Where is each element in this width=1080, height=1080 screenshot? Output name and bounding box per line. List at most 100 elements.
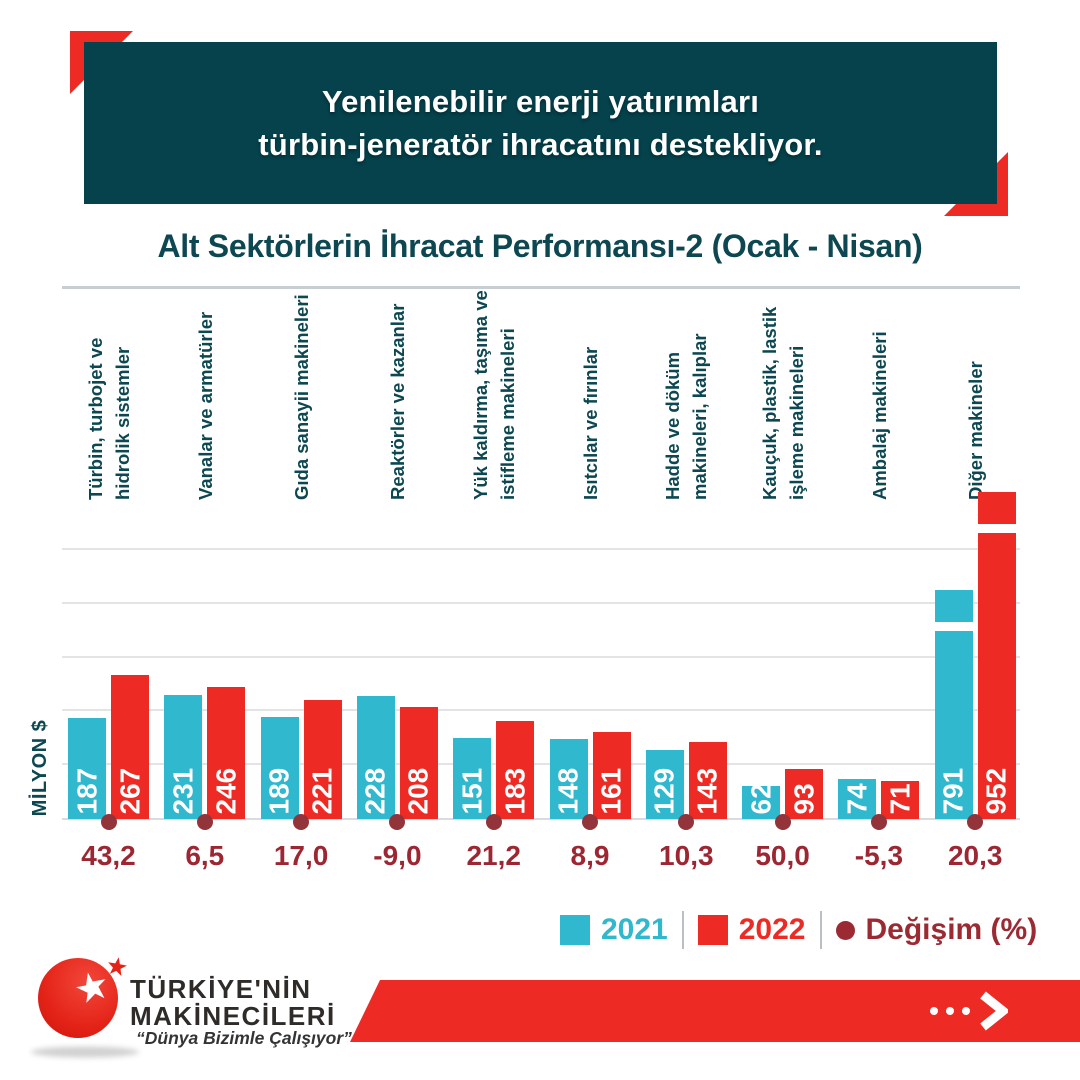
change-dot-icon (967, 814, 984, 830)
category-label: Kauçuk, plastik, lastik işleme makineler… (758, 306, 807, 500)
bar-2022 (688, 742, 727, 819)
logo-red-globe (38, 958, 118, 1038)
bar-2021 (934, 631, 973, 819)
chart-title: Alt Sektörlerin İhracat Performansı-2 (O… (157, 228, 923, 264)
gridline (62, 548, 1020, 550)
bar-value-2022: 161 (595, 767, 627, 815)
category-label: Hadde ve döküm makineleri, kalıplar (662, 333, 711, 500)
bar-value-2022: 208 (402, 767, 434, 815)
brand-logo (31, 957, 139, 1058)
chart-top-rule (62, 286, 1020, 289)
change-value: 17,0 (273, 840, 329, 871)
change-dot-icon (485, 814, 502, 830)
brand-name-line1: TÜRKİYE'NİN (130, 974, 312, 1004)
bar-value-2022: 93 (788, 783, 820, 815)
bar-2022-break-cap (977, 492, 1016, 524)
arrow-dot (962, 1007, 970, 1015)
legend-label: 2021 (601, 913, 668, 946)
legend-divider (681, 911, 684, 949)
bar-2021 (742, 785, 781, 819)
category-label: Diğer makineler (964, 361, 986, 500)
bar-value-2021: 189 (263, 767, 295, 815)
axis-baseline (62, 817, 1020, 820)
bar-value-2021: 151 (456, 767, 488, 815)
bar-value-2022: 143 (691, 767, 723, 815)
bar-value-2021: 62 (745, 783, 777, 815)
bar-value-2022: 267 (114, 767, 145, 815)
gridline (62, 709, 1020, 712)
change-value: -9,0 (373, 840, 422, 871)
change-dot-icon (774, 814, 791, 830)
bar-2022 (303, 700, 342, 819)
bar-value-2022: 952 (980, 767, 1012, 815)
category-label: Reaktörler ve kazanlar (386, 303, 408, 500)
y-axis-label: MİLYON $ (29, 719, 51, 817)
bar-2022 (496, 720, 535, 819)
brand-name-line2: MAKİNECİLERİ (130, 1001, 336, 1031)
change-dot-icon (100, 814, 117, 830)
bar-2021 (453, 737, 492, 819)
bar-value-2021: 231 (167, 767, 199, 815)
category-label: Vanalar ve armatürler (194, 311, 216, 500)
legend-square-icon (697, 915, 728, 945)
chart-legend: 2021 2022 Değişim (%) (560, 910, 1037, 950)
logo-small-red-star-icon (108, 957, 127, 976)
arrow-dot (946, 1007, 954, 1015)
category-label: Isıtcılar ve fırınlar (579, 346, 601, 500)
bar-2021 (356, 696, 395, 819)
bar-2021 (68, 718, 106, 819)
bar-value-2021: 74 (841, 783, 873, 815)
gridline (62, 601, 1020, 604)
change-value: 6,5 (185, 840, 225, 871)
bar-2021 (838, 779, 877, 819)
bar-2022 (111, 675, 149, 819)
bar-value-2021: 148 (552, 767, 584, 815)
change-value: 50,0 (755, 840, 810, 871)
bar-2021 (164, 694, 203, 819)
logo-shadow (31, 1046, 139, 1058)
gridline (62, 763, 1020, 766)
legend-item-2022: 2022 (697, 913, 806, 947)
brand-tagline: “Dünya Bizimle Çalışıyor” (136, 1028, 352, 1048)
chevron-right-icon (980, 991, 1008, 1031)
change-value: -5,3 (854, 840, 904, 871)
legend-label: Değişim (%) (865, 913, 1038, 946)
header-banner: Yenilenebilir enerji yatırımları türbin-… (84, 42, 997, 204)
legend-square-icon (560, 915, 590, 945)
footer-red-banner (350, 980, 1080, 1042)
bar-2022 (881, 780, 920, 819)
legend-divider (819, 911, 822, 949)
bar-value-2022: 221 (306, 767, 338, 815)
bar-2021-break-cap (934, 590, 973, 622)
change-value: 21,2 (466, 840, 521, 871)
bar-2022 (399, 707, 438, 819)
change-dot-icon (389, 814, 406, 830)
arrow-dot (930, 1007, 938, 1015)
bar-value-2022: 246 (210, 767, 242, 815)
change-dot-icon (293, 814, 310, 830)
bar-2021 (645, 749, 684, 819)
category-label: Ambalaj makineleri (868, 331, 890, 500)
category-label: Yük kaldırma, taşıma ve istifleme makine… (469, 290, 518, 500)
bar-value-2022: 183 (499, 767, 531, 815)
bar-2022 (785, 768, 824, 819)
bar-value-2021: 228 (359, 767, 391, 815)
change-value: 20,3 (947, 840, 1003, 871)
bar-value-2022: 71 (884, 783, 916, 815)
category-label: Türbin, turbojet ve hidrolik sistemler (84, 337, 133, 500)
logo-white-star-icon (76, 972, 106, 1003)
bar-2021 (260, 717, 299, 819)
change-dot-icon (870, 814, 887, 830)
bar-value-2021: 187 (71, 767, 102, 815)
legend-dot-icon (835, 920, 855, 940)
category-label: Gıda sanayii makineleri (290, 294, 312, 500)
legend-item-de-i-im-: Değişim (%) (835, 913, 1038, 947)
change-dot-icon (196, 814, 213, 830)
bar-2021 (549, 739, 588, 819)
bar-2022 (977, 533, 1016, 819)
header-line1: Yenilenebilir enerji yatırımları (321, 84, 760, 119)
bar-value-2021: 791 (937, 767, 969, 815)
bar-2022 (207, 686, 246, 819)
header-line2: türbin-jeneratör ihracatını destekliyor. (258, 127, 823, 162)
